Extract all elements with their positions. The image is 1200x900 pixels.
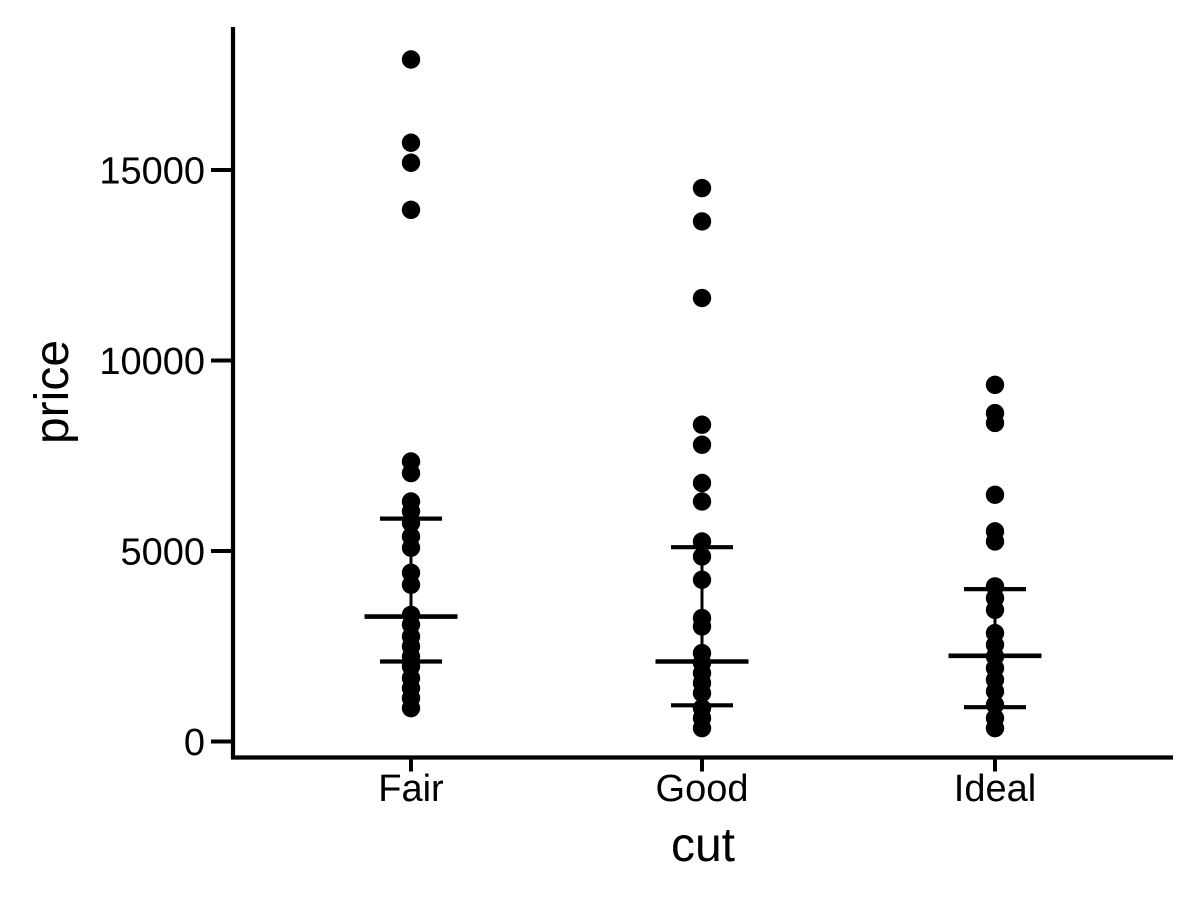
y-tick-label: 0 (184, 722, 205, 764)
data-point (985, 485, 1005, 505)
data-point (985, 695, 1005, 714)
data-point (692, 683, 712, 703)
data-point (401, 50, 421, 69)
data-point (401, 200, 421, 220)
data-point (692, 570, 712, 589)
series-good (655, 178, 749, 738)
data-point (401, 698, 421, 718)
data-point (692, 415, 712, 434)
y-tick-label: 10000 (99, 341, 205, 383)
data-point (692, 492, 712, 511)
data-point (692, 617, 712, 636)
data-point (692, 547, 712, 566)
data-point (401, 538, 421, 557)
data-point (692, 532, 712, 551)
data-point (985, 718, 1005, 738)
y-axis-title: price (26, 340, 79, 444)
data-point (401, 463, 421, 483)
data-point (692, 435, 712, 454)
marks-layer (364, 50, 1042, 738)
data-point (985, 682, 1005, 701)
data-point (692, 212, 712, 231)
x-tick-label: Ideal (954, 768, 1036, 810)
data-point (985, 375, 1005, 395)
data-point (401, 513, 421, 533)
x-tick-label: Fair (378, 768, 444, 810)
data-point (401, 153, 421, 172)
data-point (985, 413, 1005, 433)
axes-layer: 0 5000 10000 15000 Fair Good Ideal (99, 27, 1173, 810)
y-tick-label: 15000 (99, 151, 205, 193)
data-point (985, 532, 1005, 551)
data-point (401, 575, 421, 594)
data-point (692, 288, 712, 308)
data-point (401, 133, 421, 152)
data-point (692, 473, 712, 493)
series-fair (364, 50, 458, 718)
series-ideal (948, 375, 1042, 738)
x-tick-label: Good (656, 768, 749, 810)
x-axis-title: cut (671, 819, 735, 872)
y-tick-label: 5000 (120, 532, 205, 574)
data-point (985, 600, 1005, 620)
data-point (692, 718, 712, 738)
data-point (692, 178, 712, 198)
